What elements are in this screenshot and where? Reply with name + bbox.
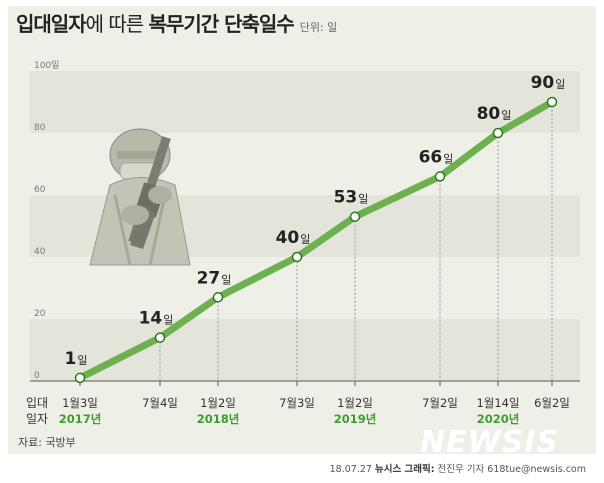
value-label: 80일 <box>477 104 512 124</box>
value-number: 90 <box>531 73 555 93</box>
y-tick-label: 0 <box>34 371 40 381</box>
data-point <box>212 292 224 303</box>
y-tick-label: 40 <box>34 247 46 257</box>
x-axis-title-line2: 일자 <box>26 412 48 426</box>
y-tick-label: 100일 <box>34 60 59 71</box>
series-polyline <box>76 98 556 382</box>
series-line <box>76 98 556 382</box>
value-unit: 일 <box>163 313 173 327</box>
year-label: 2018년 <box>197 412 240 426</box>
credit-date: 18.07.27 <box>329 464 372 475</box>
newsis-watermark: NEWSIS <box>420 425 560 460</box>
grid-band <box>30 71 580 133</box>
chart-title: 입대일자에 따른 복무기간 단축일수 단위: 일 <box>16 8 337 48</box>
y-tick-label: 20 <box>34 309 46 319</box>
credit-line: 18.07.27 뉴시스 그래픽: 전진우 기자 618tue@newsis.c… <box>330 461 586 475</box>
value-label: 27일 <box>197 268 232 288</box>
year-label: 2017년 <box>59 412 102 426</box>
x-tick-label: 1월2일 <box>337 396 373 410</box>
value-label: 1일 <box>65 349 88 369</box>
x-axis-labels: 입대일자 1월3일 2017년 7월4일 1월2일 2018년 7월3일 1월2일 2019년 7… <box>26 396 570 426</box>
value-unit: 일 <box>501 108 511 122</box>
x-tick-label: 1월2일 <box>200 396 236 410</box>
value-label: 53일 <box>334 188 369 208</box>
grid-band <box>30 319 580 381</box>
data-point <box>492 127 504 139</box>
data-point <box>434 171 446 182</box>
value-label: 90일 <box>531 73 566 93</box>
guide-lines <box>79 102 553 386</box>
value-unit: 일 <box>358 192 368 206</box>
value-number: 14 <box>139 309 163 329</box>
value-label: 66일 <box>419 147 454 167</box>
value-unit: 일 <box>77 353 87 367</box>
x-tick-label: 7월4일 <box>142 396 178 410</box>
x-tick-label: 7월3일 <box>279 396 315 410</box>
title-part2: 에 따른 <box>85 12 149 36</box>
title-part1: 입대일자 <box>16 12 87 36</box>
soldier-illustration-icon <box>89 128 191 266</box>
source-note: 자료: 국방부 <box>18 436 76 449</box>
grid-band <box>30 257 580 319</box>
value-number: 27 <box>197 268 221 288</box>
x-axis-title-line1: 입대 <box>26 396 48 410</box>
x-tick-label: 1월3일 <box>62 396 98 410</box>
value-unit: 일 <box>443 151 453 165</box>
value-unit: 일 <box>555 77 565 91</box>
data-point <box>291 251 303 263</box>
title-unit: 단위: 일 <box>299 21 338 34</box>
data-point <box>154 332 166 343</box>
y-tick-label: 60 <box>34 185 46 195</box>
title-part3: 복무기간 단축일수 <box>148 12 295 36</box>
value-label: 14일 <box>139 309 174 329</box>
x-tick-label: 6월2일 <box>534 396 570 410</box>
data-point <box>349 211 361 222</box>
credit-org: 뉴시스 그래픽: <box>374 464 435 475</box>
value-unit: 일 <box>300 232 310 246</box>
year-label: 2019년 <box>334 412 377 426</box>
credit-author: 전진우 기자 618tue@newsis.com <box>437 464 586 475</box>
x-tick-label: 1월14일 <box>476 396 519 410</box>
value-number: 1 <box>65 349 77 369</box>
value-unit: 일 <box>221 272 231 286</box>
data-point <box>546 96 558 108</box>
value-number: 53 <box>334 188 358 208</box>
value-number: 66 <box>419 147 443 167</box>
value-label: 40일 <box>276 228 311 248</box>
x-tick-label: 7월2일 <box>422 396 458 410</box>
value-number: 40 <box>276 228 300 248</box>
data-point <box>74 372 86 384</box>
y-axis-ticks: 100일 80 60 40 20 0 <box>34 60 59 381</box>
year-label: 2020년 <box>477 412 520 426</box>
y-tick-label: 80 <box>34 123 46 133</box>
value-number: 80 <box>477 104 501 124</box>
